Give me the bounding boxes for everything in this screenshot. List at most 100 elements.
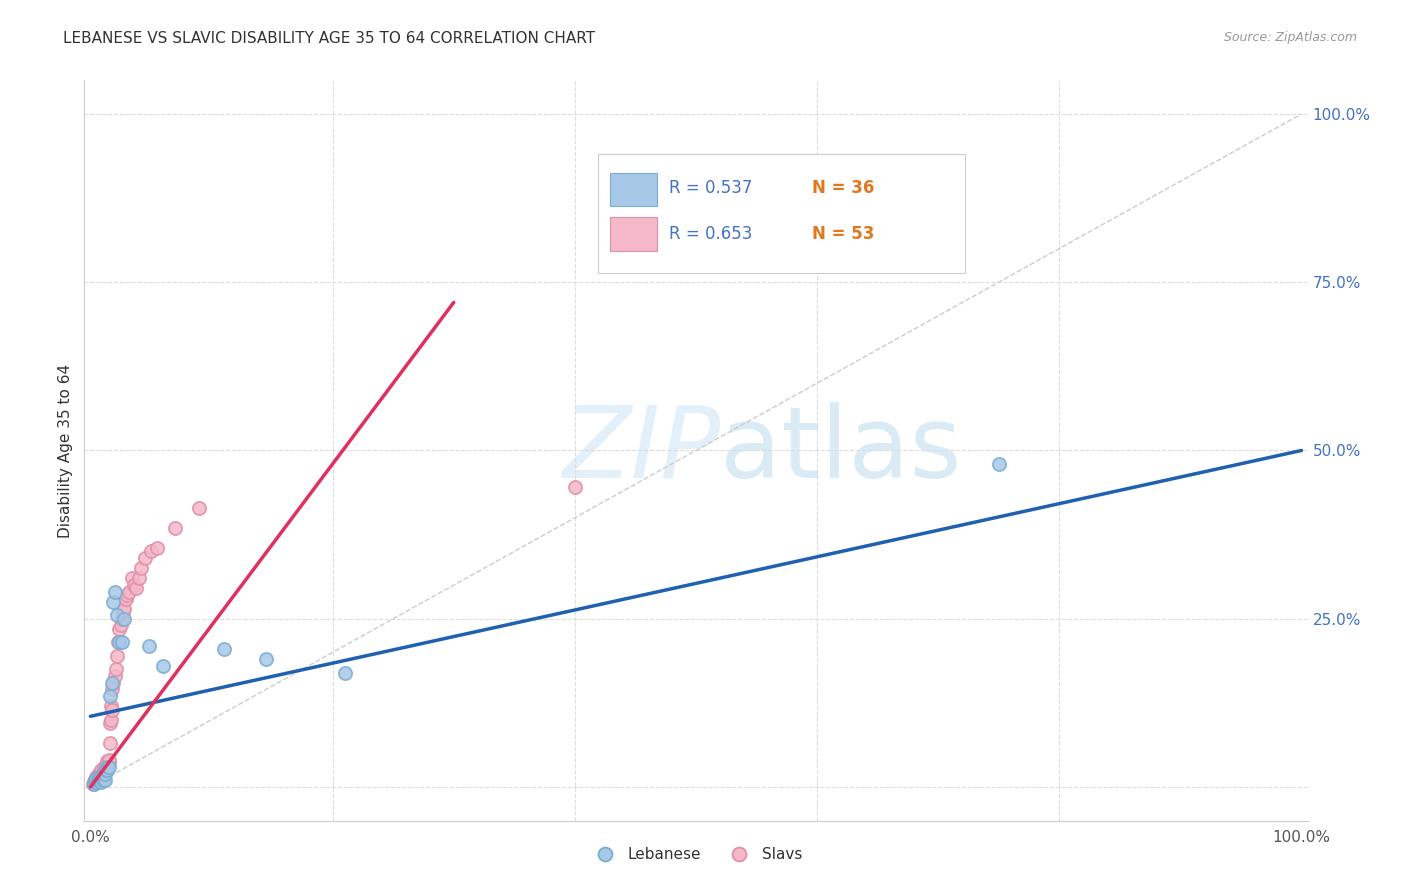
Point xyxy=(93,766,115,780)
Point xyxy=(91,765,114,780)
Point xyxy=(91,773,114,788)
Point xyxy=(110,618,132,632)
Point xyxy=(107,635,129,649)
Point xyxy=(104,669,127,683)
Point xyxy=(564,480,586,494)
Point xyxy=(96,763,118,777)
FancyBboxPatch shape xyxy=(610,218,657,251)
Legend: Lebanese, Slavs: Lebanese, Slavs xyxy=(583,841,808,869)
Point xyxy=(105,648,128,663)
Point xyxy=(84,773,107,788)
Point xyxy=(83,776,105,791)
Text: N = 53: N = 53 xyxy=(813,226,875,244)
Point xyxy=(112,612,135,626)
Point xyxy=(89,773,111,788)
Point xyxy=(129,561,152,575)
Point xyxy=(101,675,124,690)
Point xyxy=(94,773,117,788)
Point xyxy=(89,765,111,780)
Point xyxy=(91,768,114,782)
Point xyxy=(82,776,104,791)
Point xyxy=(90,770,112,784)
Point xyxy=(134,551,156,566)
Point xyxy=(103,675,125,690)
Y-axis label: Disability Age 35 to 64: Disability Age 35 to 64 xyxy=(58,363,73,538)
Point xyxy=(987,457,1010,471)
Point xyxy=(98,689,121,703)
Point xyxy=(125,582,148,596)
FancyBboxPatch shape xyxy=(610,173,657,206)
Point xyxy=(97,756,120,771)
Point xyxy=(108,622,131,636)
Point xyxy=(100,713,122,727)
Point xyxy=(94,766,117,780)
Point xyxy=(122,578,145,592)
Point xyxy=(146,541,169,555)
Point xyxy=(100,699,122,714)
Point xyxy=(84,773,107,788)
Text: R = 0.537: R = 0.537 xyxy=(669,178,752,196)
Point xyxy=(90,770,112,784)
Point xyxy=(104,584,127,599)
Point xyxy=(138,639,160,653)
Point xyxy=(91,772,114,786)
Point xyxy=(86,774,108,789)
Point xyxy=(114,591,136,606)
Point xyxy=(139,544,162,558)
Point xyxy=(333,665,356,680)
Point xyxy=(254,652,277,666)
Text: R = 0.653: R = 0.653 xyxy=(669,226,752,244)
Point xyxy=(96,761,118,775)
Text: N = 36: N = 36 xyxy=(813,178,875,196)
Point xyxy=(86,774,108,789)
Point xyxy=(105,608,128,623)
Point xyxy=(86,772,108,786)
Point xyxy=(115,588,138,602)
Point xyxy=(111,635,134,649)
Point xyxy=(104,662,127,676)
Point xyxy=(87,770,110,784)
Point xyxy=(188,500,211,515)
Point xyxy=(89,770,111,784)
Point xyxy=(101,703,124,717)
Point xyxy=(96,760,118,774)
Point xyxy=(93,760,115,774)
Point xyxy=(90,774,112,789)
Point xyxy=(96,758,118,772)
Text: Source: ZipAtlas.com: Source: ZipAtlas.com xyxy=(1223,31,1357,45)
Point xyxy=(212,642,235,657)
Point xyxy=(97,753,120,767)
Point xyxy=(93,772,115,786)
Point xyxy=(98,736,121,750)
Point xyxy=(96,755,118,769)
Point xyxy=(87,773,110,788)
Point xyxy=(83,774,105,789)
Point xyxy=(112,601,135,615)
Point xyxy=(94,763,117,777)
Point xyxy=(87,773,110,788)
Point xyxy=(86,770,108,784)
Point xyxy=(165,521,187,535)
Point xyxy=(89,772,111,786)
Point xyxy=(87,766,110,780)
Point xyxy=(98,716,121,731)
Point xyxy=(101,682,124,697)
FancyBboxPatch shape xyxy=(598,154,965,273)
Text: ZIP: ZIP xyxy=(562,402,720,499)
Point xyxy=(112,605,135,619)
Point xyxy=(121,571,143,585)
Point xyxy=(90,763,112,777)
Point xyxy=(111,612,134,626)
Point xyxy=(108,635,131,649)
Point xyxy=(86,773,108,788)
Point xyxy=(128,571,150,585)
Point xyxy=(97,760,120,774)
Text: atlas: atlas xyxy=(720,402,962,499)
Point xyxy=(103,595,125,609)
Text: LEBANESE VS SLAVIC DISABILITY AGE 35 TO 64 CORRELATION CHART: LEBANESE VS SLAVIC DISABILITY AGE 35 TO … xyxy=(63,31,595,46)
Point xyxy=(93,766,115,780)
Point xyxy=(86,773,108,788)
Point xyxy=(118,584,141,599)
Point xyxy=(152,658,174,673)
Point xyxy=(86,768,108,782)
